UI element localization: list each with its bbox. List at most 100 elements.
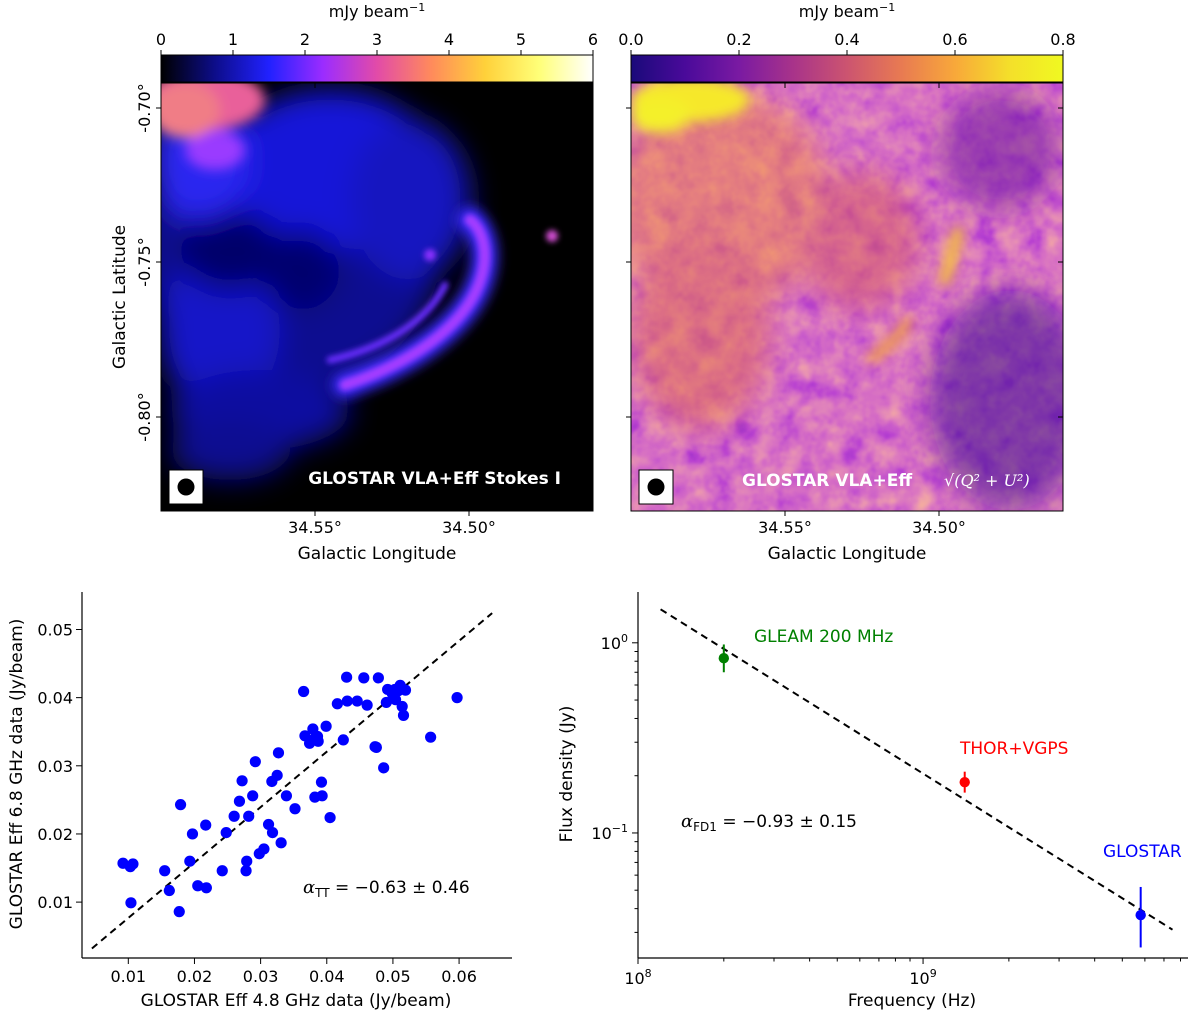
polarized-annotation: GLOSTAR VLA+Eff (742, 471, 912, 491)
colorbar-2-label: mJy beam−1 (799, 1, 895, 21)
polarized-xlabel: Galactic Longitude (768, 544, 927, 564)
tt-ytick-label: 0.01 (37, 893, 73, 912)
stokes-i-ytick-1: -0.70° (135, 83, 154, 132)
panel-spectrum: 108 109 100 10−1 GLEAM 200 MHz THOR+VGPS GL… (557, 592, 1188, 1011)
tt-data-point (310, 730, 322, 743)
tt-data-point (370, 741, 382, 753)
stokes-i-xtick-1: 34.55° (288, 518, 342, 537)
spectrum-xlabel: Frequency (Hz) (848, 991, 976, 1011)
tt-ytick-label: 0.05 (37, 620, 73, 639)
spectrum-xtick-label: 109 (909, 967, 936, 988)
colorbar-1 (160, 54, 594, 83)
tt-data-point (361, 699, 373, 711)
tt-data-point (258, 843, 270, 855)
colorbar-tick-label: 0.0 (618, 30, 643, 49)
tt-data-point (451, 692, 463, 704)
polarized-yticks (626, 107, 1063, 418)
tt-data-point (275, 837, 287, 849)
tt-data-point (186, 828, 199, 840)
tt-data-point (240, 865, 252, 877)
spectrum-ytick-label: 10−1 (591, 822, 628, 843)
panel-tt-plot: 0.01 0.02 0.03 0.04 0.05 0.06 0.01 0.02 0.03 0.04… (7, 592, 512, 1011)
tt-data-point (233, 795, 246, 807)
colorbar-tick-label: 1 (228, 30, 238, 49)
tt-data-point (266, 826, 279, 839)
colorbar-tick-label: 0.2 (726, 30, 751, 49)
tt-data-point (298, 685, 310, 698)
tt-data-point (389, 694, 402, 706)
spectrum-xtick-label: 108 (624, 967, 651, 988)
stokes-i-annotation: GLOSTAR VLA+Eff Stokes I (308, 469, 561, 489)
colorbar-tick-label: 0.6 (942, 30, 967, 49)
tt-data-point (243, 810, 255, 822)
tt-data-point (247, 790, 259, 802)
spectrum-ticks: 108 109 100 10−1 (591, 632, 1181, 988)
tt-data-point (249, 756, 261, 768)
colorbar-tick-label: 6 (588, 30, 598, 49)
tt-xtick-label: 0.06 (441, 967, 477, 986)
spectrum-ytick-label: 100 (601, 632, 628, 653)
tt-data-point (331, 698, 343, 710)
colorbar-tick-label: 0 (156, 30, 166, 49)
colorbar-tick-label: 5 (516, 30, 526, 49)
panel-stokes-i: mJy beam−1 0 1 2 3 4 5 6 (110, 1, 598, 564)
beam-icon-2 (638, 469, 674, 505)
stokes-i-ytick-3: -0.80° (135, 392, 154, 441)
tt-data-point (341, 695, 353, 707)
tt-xtick-label: 0.05 (375, 967, 411, 986)
tt-xlabel: GLOSTAR Eff 4.8 GHz data (Jy/beam) (141, 991, 452, 1011)
spectrum-label-gleam: GLEAM 200 MHz (754, 627, 893, 647)
colorbar-2-ticklabels: 0.0 0.2 0.4 0.6 0.8 (618, 30, 1076, 55)
spectrum-data-point (959, 776, 970, 788)
tt-data-point (280, 790, 293, 802)
tt-xtick-label: 0.03 (243, 967, 279, 986)
tt-data-point (192, 880, 204, 892)
tt-data-point (184, 855, 196, 867)
tt-plot-axes (81, 592, 512, 959)
spectrum-data-point (718, 652, 730, 664)
tt-data-point (378, 762, 390, 774)
tt-data-point (337, 734, 349, 746)
tt-data-point (220, 826, 232, 839)
tt-plot-ticks: 0.01 0.02 0.03 0.04 0.05 0.06 0.01 0.02 0.03 0.04… (37, 620, 477, 986)
stokes-i-xlabel: Galactic Longitude (298, 544, 457, 564)
spectrum-fit-line (660, 608, 1174, 931)
stokes-i-map-frame (160, 82, 594, 512)
polarized-xticks (784, 83, 940, 516)
stokes-i-ytick-2: -0.75° (135, 237, 154, 286)
tt-ytick-label: 0.02 (37, 825, 73, 844)
tt-data-point (174, 799, 187, 811)
colorbar-tick-label: 4 (444, 30, 454, 49)
tt-data-point (272, 747, 285, 759)
polarized-annotation-math: √(Q² + U²) (944, 471, 1030, 490)
tt-data-point (351, 695, 363, 707)
colorbar-2 (630, 54, 1064, 83)
tt-data-point (173, 906, 185, 918)
tt-data-point (159, 865, 171, 877)
tt-xtick-label: 0.04 (309, 967, 345, 986)
stokes-i-xticks (314, 83, 470, 516)
tt-data-point (372, 672, 384, 684)
tt-ytick-label: 0.03 (37, 757, 73, 776)
tt-data-point (389, 683, 401, 696)
spectrum-data-point (1135, 909, 1146, 921)
spectrum-annotation: αFD1 = −0.93 ± 0.15 (681, 811, 857, 834)
colorbar-1-ticklabels: 0 1 2 3 4 5 6 (156, 30, 598, 55)
tt-data-point (125, 897, 137, 909)
tt-data-point (200, 819, 212, 831)
colorbar-tick-label: 0.8 (1050, 30, 1075, 49)
colorbar-tick-label: 2 (300, 30, 310, 49)
polarized-xtick-1: 34.55° (758, 518, 812, 537)
polarized-xtick-2: 34.50° (912, 518, 966, 537)
stokes-i-map (161, 83, 593, 511)
tt-xtick-label: 0.01 (110, 967, 146, 986)
tt-data-point (163, 884, 175, 897)
tt-data-point (358, 672, 370, 684)
tt-data-point (127, 858, 139, 870)
stokes-i-yticks (156, 107, 593, 418)
tt-xtick-label: 0.02 (177, 967, 213, 986)
tt-data-point (271, 769, 283, 781)
tt-data-point (228, 810, 240, 822)
beam-icon-1 (168, 469, 204, 505)
